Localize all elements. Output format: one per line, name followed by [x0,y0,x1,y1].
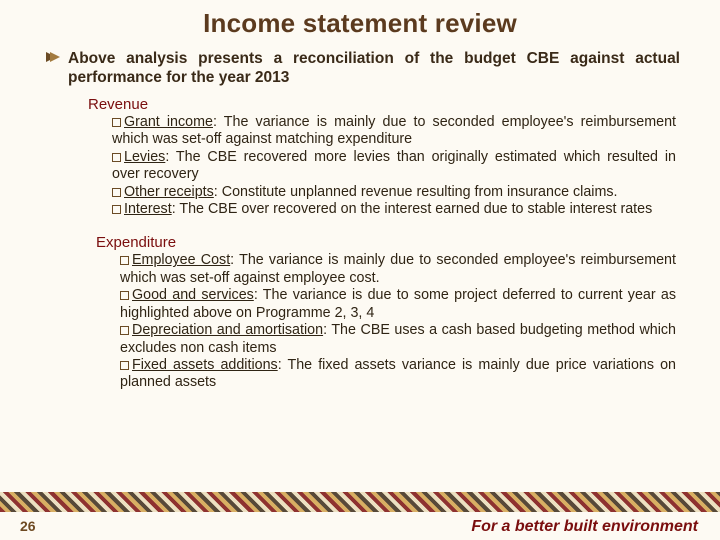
item-label: Fixed assets additions [132,357,278,373]
item-label: Other receipts [124,184,214,200]
list-item: Employee Cost: The variance is mainly du… [120,252,676,287]
item-label: Depreciation and amortisation [132,322,323,338]
expenditure-items: Employee Cost: The variance is mainly du… [120,252,676,392]
square-bullet-icon [112,153,121,162]
item-label: Good and services [132,287,254,303]
square-bullet-icon [120,361,129,370]
list-item: Good and services: The variance is due t… [120,287,676,322]
square-bullet-icon [120,256,129,265]
item-label: Interest [124,201,172,217]
list-item: Other receipts: Constitute unplanned rev… [112,184,676,201]
footer-tagline: For a better built environment [471,518,698,536]
square-bullet-icon [112,188,121,197]
square-bullet-icon [120,291,129,300]
list-item: Interest: The CBE over recovered on the … [112,201,676,218]
revenue-items: Grant income: The variance is mainly due… [112,114,676,219]
item-text: : The CBE over recovered on the interest… [172,201,653,217]
slide-title: Income statement review [40,8,680,39]
expenditure-heading: Expenditure [96,234,680,251]
slide: Income statement review Above analysis p… [0,0,720,540]
square-bullet-icon [112,118,121,127]
list-item: Grant income: The variance is mainly due… [112,114,676,149]
item-label: Employee Cost [132,252,230,268]
item-label: Grant income [124,114,213,130]
list-item: Levies: The CBE recovered more levies th… [112,149,676,184]
list-item: Fixed assets additions: The fixed assets… [120,357,676,392]
square-bullet-icon [112,205,121,214]
revenue-heading: Revenue [88,96,680,113]
footer-pattern-band [0,492,720,512]
item-text: : Constitute unplanned revenue resulting… [214,184,618,200]
square-bullet-icon [120,326,129,335]
arrow-bullet-icon [46,52,60,62]
list-item: Depreciation and amortisation: The CBE u… [120,322,676,357]
lead-paragraph: Above analysis presents a reconciliation… [68,49,680,88]
item-text: : The CBE recovered more levies than ori… [112,149,676,182]
item-label: Levies [124,149,165,165]
page-number: 26 [20,518,36,534]
